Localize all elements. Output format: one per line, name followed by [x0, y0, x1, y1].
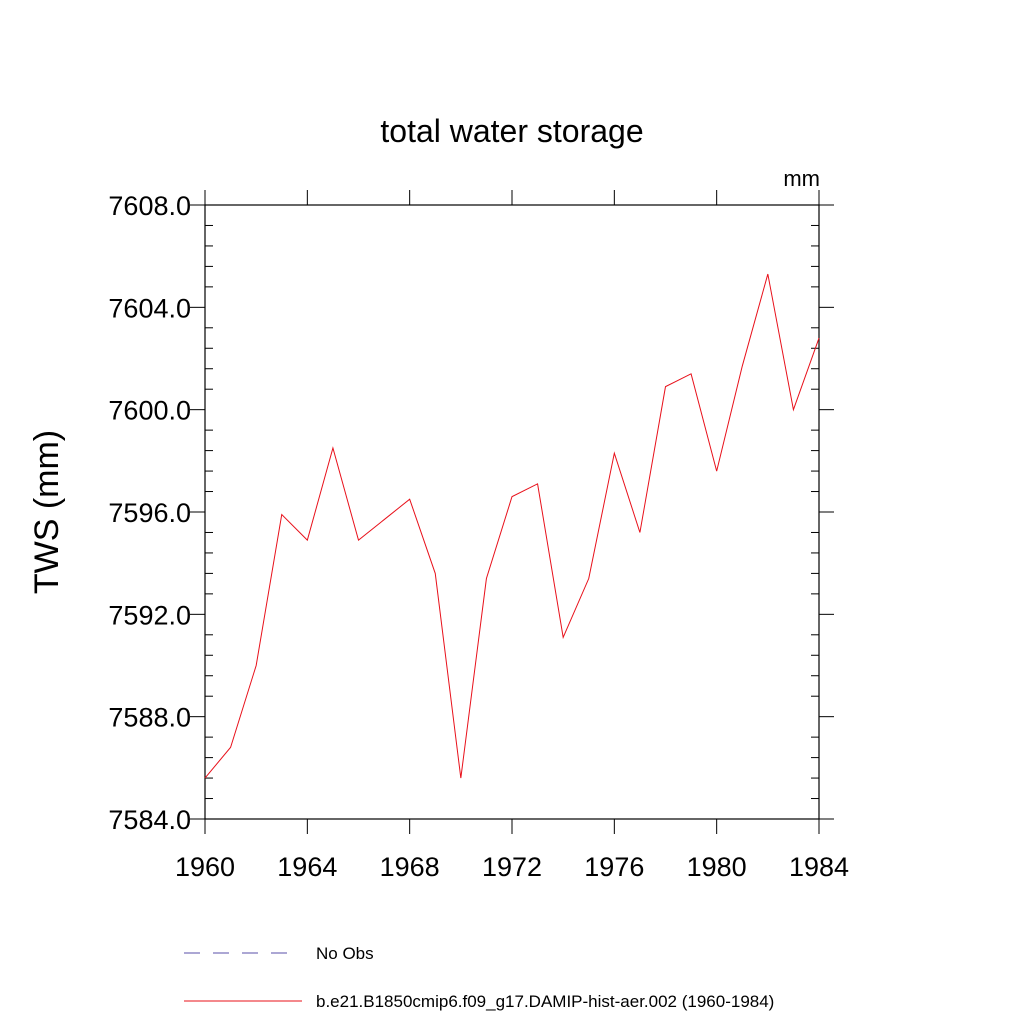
y-axis-ticks [190, 204, 834, 820]
x-tick-label: 1972 [482, 852, 542, 882]
y-tick-label: 7596.0 [108, 498, 191, 528]
series-line-1 [204, 273, 820, 779]
x-tick-label: 1964 [277, 852, 337, 882]
y-axis-tick-labels: 7584.0 7588.0 7592.0 7596.0 7600.0 7604.0 7608… [108, 191, 191, 835]
x-tick-label: 1960 [175, 852, 235, 882]
y-tick-label: 7604.0 [108, 293, 191, 323]
y-axis-label: TWS (mm) [28, 430, 66, 594]
series-layer [204, 273, 820, 779]
x-tick-label: 1976 [584, 852, 644, 882]
legend-label-no-obs: No Obs [316, 944, 374, 963]
plot-frame [204, 204, 820, 820]
y-tick-label: 7600.0 [108, 396, 191, 426]
y-tick-label: 7608.0 [108, 191, 191, 221]
x-axis-ticks [204, 190, 820, 834]
x-axis-tick-labels: 1960 1964 1968 1972 1976 1980 1984 [175, 852, 849, 882]
legend: No Obs b.e21.B1850cmip6.f09_g17.DAMIP-hi… [184, 944, 774, 1011]
units-label: mm [783, 166, 820, 191]
legend-label-model-run: b.e21.B1850cmip6.f09_g17.DAMIP-hist-aer.… [316, 992, 774, 1011]
y-tick-label: 7584.0 [108, 805, 191, 835]
chart-title: total water storage [380, 113, 643, 149]
y-tick-label: 7588.0 [108, 703, 191, 733]
x-tick-label: 1984 [789, 852, 849, 882]
x-tick-label: 1968 [380, 852, 440, 882]
y-tick-label: 7592.0 [108, 600, 191, 630]
x-tick-label: 1980 [687, 852, 747, 882]
